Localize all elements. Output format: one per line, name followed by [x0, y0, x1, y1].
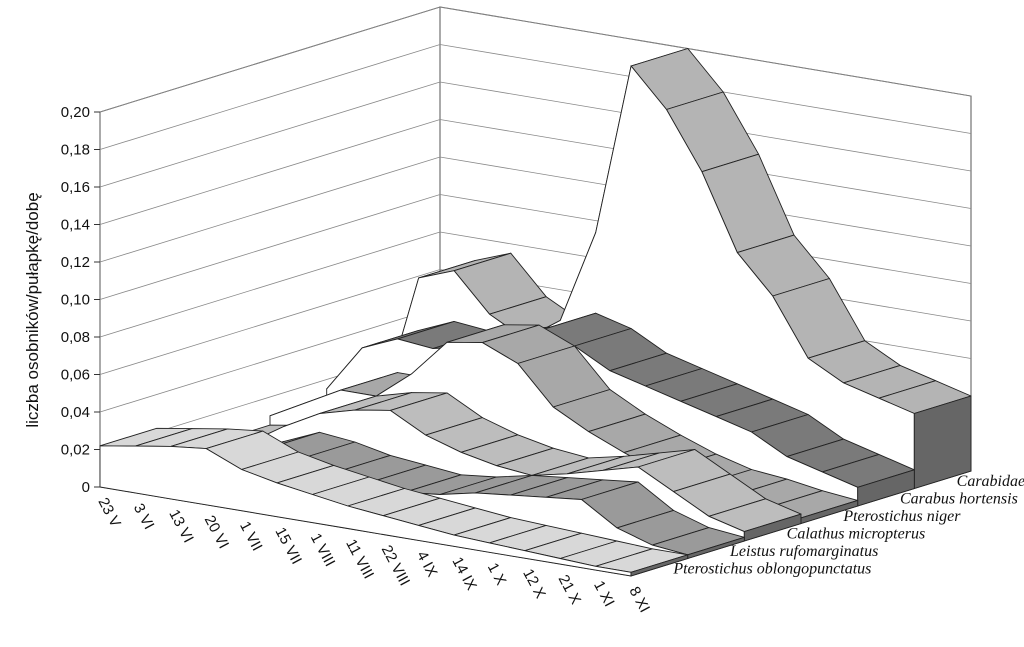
series-end-cap	[630, 554, 689, 577]
x-tick-label: 23 V	[94, 495, 123, 530]
chart-surfaces	[99, 48, 972, 577]
x-tick-label: 12 X	[519, 566, 548, 601]
gridline	[99, 44, 972, 150]
x-tick-label: 1 X	[484, 560, 510, 588]
x-tick-label: 11 VIII	[342, 536, 377, 581]
series-label: Leistus rufomarginatus	[729, 543, 878, 560]
y-tick-label: 0,14	[61, 217, 90, 234]
x-tick-label: 14 IX	[448, 554, 479, 593]
y-tick-label: 0,06	[61, 367, 90, 384]
y-tick-label: 0,08	[61, 329, 90, 346]
x-tick-label: 1 XI	[590, 578, 618, 610]
y-tick-label: 0	[82, 479, 90, 496]
x-tick-label: 4 IX	[413, 548, 441, 580]
gridline	[99, 119, 972, 225]
x-tick-label: 22 VIII	[378, 542, 413, 588]
x-tick-label: 3 VI	[130, 501, 158, 533]
y-tick-label: 0,20	[61, 104, 90, 121]
series-label: Pterostichus niger	[842, 508, 961, 525]
y-axis-ticks: 0 0,02 0,04 0,06 0,08 0,10 0,12 0,14 0,16 0,18 0,2…	[61, 104, 100, 496]
y-axis-label: liczba osobników/pułapkę/dobę	[23, 192, 42, 427]
x-tick-label: 8 XI	[625, 584, 653, 616]
y-tick-label: 0,04	[61, 404, 90, 421]
series-end-cap	[913, 395, 972, 490]
y-tick-label: 0,16	[61, 179, 90, 196]
x-tick-label: 20 VI	[201, 513, 232, 552]
gridline	[99, 6, 972, 113]
gridline	[99, 81, 972, 188]
gridline	[99, 156, 972, 263]
x-tick-label: 1 VII	[236, 519, 265, 554]
x-tick-label: 1 VIII	[307, 530, 338, 569]
series-end-cap	[857, 469, 915, 507]
series-end-cap	[743, 513, 802, 542]
y-tick-label: 0,12	[61, 254, 90, 271]
series-label: Carabus hortensis	[900, 490, 1018, 507]
x-tick-label: 15 VII	[271, 525, 304, 568]
y-tick-label: 0,18	[61, 142, 90, 159]
y-tick-label: 0,10	[61, 292, 90, 309]
series-label: Calathus micropterus	[787, 525, 926, 542]
y-tick-label: 0,02	[61, 442, 90, 459]
x-tick-label: 13 VI	[165, 507, 196, 546]
series-label: Carabidae	[957, 473, 1024, 490]
x-tick-label: 21 X	[555, 572, 584, 607]
series-label: Pterostichus oblongopunctatus	[672, 560, 871, 577]
series-surface	[99, 427, 689, 577]
